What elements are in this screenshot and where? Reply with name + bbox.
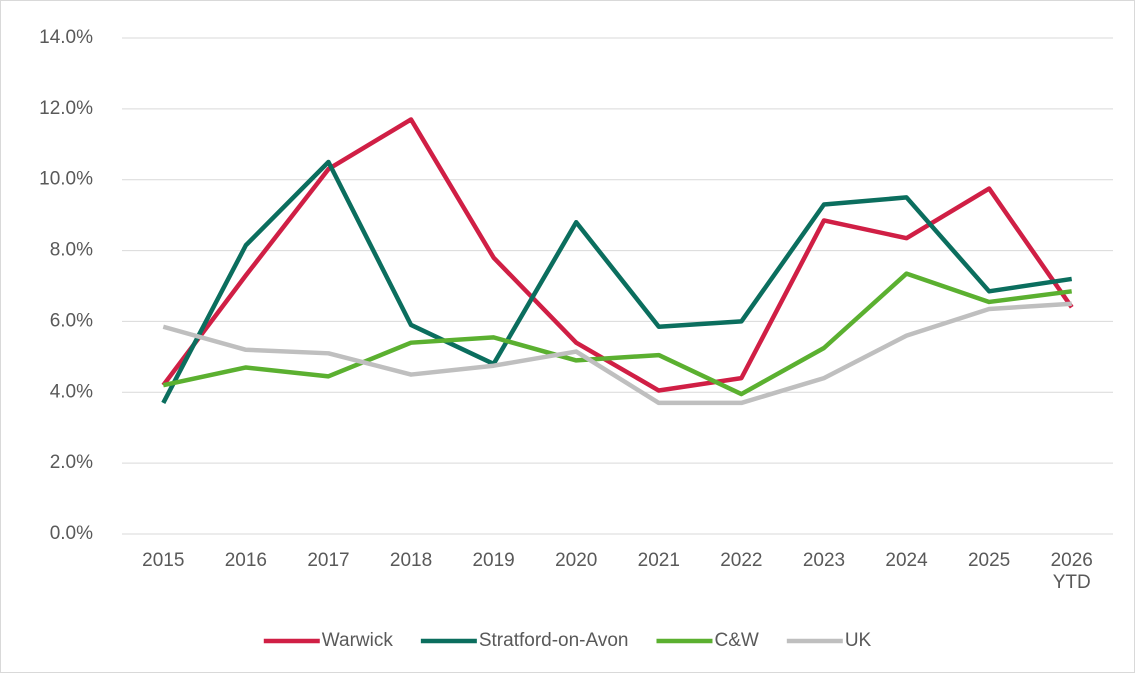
legend-label: C&W xyxy=(714,630,758,651)
y-tick-label: 0.0% xyxy=(50,523,93,544)
y-tick-label: 8.0% xyxy=(50,240,93,261)
series-line xyxy=(162,301,1072,406)
x-tick-label: 2025 xyxy=(967,550,1011,571)
x-tick-label: 2024 xyxy=(885,550,928,571)
x-tick-label: 2022 xyxy=(720,550,763,571)
series-line xyxy=(161,117,1074,393)
x-tick-label: 2017 xyxy=(307,550,350,571)
x-tick-label: 2018 xyxy=(389,550,433,571)
y-tick-label: 10.0% xyxy=(39,169,93,190)
x-tick-label: 2021 xyxy=(637,550,680,571)
x-tick-label: 2026 YTD xyxy=(1050,550,1093,593)
y-tick-label: 14.0% xyxy=(39,27,93,48)
y-tick-label: 6.0% xyxy=(50,310,93,331)
x-tick-label: 2019 xyxy=(472,550,515,571)
y-tick-label: 2.0% xyxy=(50,452,93,473)
series-line xyxy=(161,159,1073,404)
legend-label: Warwick xyxy=(322,630,394,651)
x-tick-label: 2020 xyxy=(555,550,598,571)
legend-label: UK xyxy=(845,630,872,651)
x-tick-label: 2015 xyxy=(142,550,185,571)
x-tick-label: 2023 xyxy=(802,550,846,571)
x-tick-label: 2016 xyxy=(224,550,268,571)
series-line xyxy=(162,271,1072,397)
legend-label: Stratford-on-Avon xyxy=(479,630,629,651)
y-tick-label: 12.0% xyxy=(39,98,93,119)
y-tick-label: 4.0% xyxy=(50,381,93,402)
